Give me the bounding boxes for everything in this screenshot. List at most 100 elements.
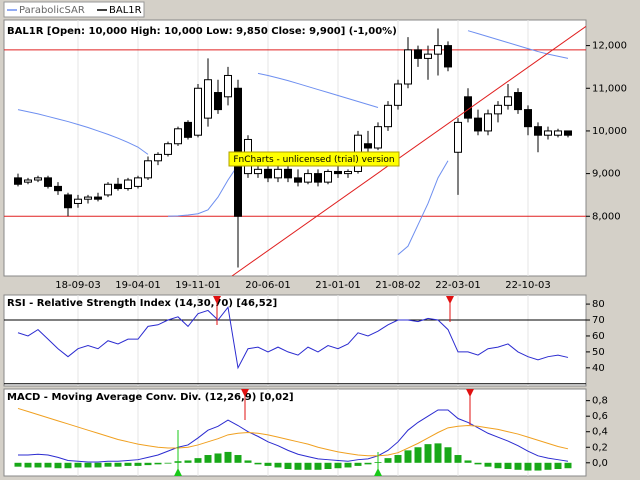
histogram-bar	[424, 444, 432, 463]
legend-label: ParabolicSAR	[19, 5, 85, 16]
rsi-line	[17, 306, 569, 370]
histogram-bar	[464, 460, 472, 463]
y-tick-label: 8,000	[592, 211, 621, 222]
candle-body	[194, 87, 202, 136]
candle-body	[124, 179, 132, 190]
candle-body	[374, 126, 382, 149]
candle-body	[534, 126, 542, 136]
histogram-bar	[34, 462, 42, 468]
candle-body	[524, 109, 532, 128]
histogram-bar	[14, 462, 22, 467]
y-tick-label: 40	[592, 363, 605, 374]
candle-body	[494, 104, 502, 115]
y-tick-label: 60	[592, 331, 605, 342]
y-tick-label: 50	[592, 347, 605, 358]
signal-marker	[446, 296, 454, 304]
candle-body	[474, 117, 482, 132]
sar-line	[167, 164, 239, 217]
histogram-bar	[414, 447, 422, 463]
histogram-bar	[134, 462, 142, 466]
candle-body	[484, 113, 492, 132]
candle-body	[104, 183, 112, 196]
signal-marker	[174, 468, 182, 476]
sar-line	[257, 72, 379, 108]
histogram-bar	[44, 462, 52, 468]
candle-body	[264, 168, 272, 179]
candle-body	[454, 121, 462, 153]
x-tick-label: 22-03-01	[435, 280, 480, 291]
x-tick-label: 18-09-03	[55, 280, 100, 291]
x-tick-label: 20-06-01	[245, 280, 290, 291]
histogram-bar	[554, 462, 562, 470]
watermark-box	[228, 151, 400, 167]
candle-body	[514, 92, 522, 111]
y-tick-label: 10,000	[592, 126, 627, 137]
panel-title: MACD - Moving Average Conv. Div. (12,26,…	[7, 392, 294, 403]
histogram-bar	[224, 451, 232, 463]
histogram-bar	[354, 462, 362, 466]
histogram-bar	[114, 462, 122, 467]
candle-body	[434, 45, 442, 55]
histogram-bar	[334, 462, 342, 469]
plot	[4, 295, 586, 386]
histogram-bar	[404, 450, 412, 463]
x-tick-label: 19-04-01	[115, 280, 160, 291]
histogram-bar	[434, 443, 442, 463]
histogram-bar	[344, 462, 352, 468]
signal-marker	[466, 389, 474, 397]
histogram-bar	[254, 462, 262, 465]
candle-body	[74, 198, 82, 204]
candle-body	[294, 177, 302, 183]
histogram-bar	[184, 460, 192, 463]
histogram-bar	[494, 462, 502, 469]
histogram-bar	[444, 447, 452, 463]
histogram-bar	[284, 462, 292, 470]
x-tick-label: 19-11-01	[175, 280, 220, 291]
y-tick-label: 0,6	[592, 411, 608, 422]
macd-line	[18, 409, 569, 463]
histogram-bar	[144, 462, 152, 466]
plot	[14, 389, 572, 476]
y-tick-label: 0,0	[592, 458, 608, 469]
histogram-bar	[504, 462, 512, 470]
histogram-bar	[484, 462, 492, 467]
x-tick-label: 21-01-01	[315, 280, 360, 291]
histogram-bar	[514, 462, 522, 470]
plot-area	[3, 294, 587, 387]
histogram-bar	[104, 462, 112, 467]
macd-line	[17, 407, 569, 457]
panel-title: RSI - Relative Strength Index (14,30,70)…	[7, 298, 277, 309]
y-tick-label: 12,000	[592, 41, 627, 52]
candle-body	[154, 153, 162, 162]
candle-body	[94, 196, 102, 200]
candle-body	[384, 104, 392, 128]
y-tick-label: 9,000	[592, 169, 621, 180]
candle-body	[134, 177, 142, 187]
candle-body	[114, 183, 122, 190]
candle-body	[444, 45, 452, 68]
histogram-bar	[54, 462, 62, 469]
signal-marker	[213, 296, 221, 304]
histogram-bar	[234, 455, 242, 463]
histogram-bar	[214, 453, 222, 463]
x-tick-label: 21-08-02	[375, 280, 420, 291]
candle-body	[44, 177, 52, 187]
sar-line	[17, 109, 149, 155]
candle-body	[24, 179, 32, 183]
candle-body	[144, 160, 152, 179]
histogram-bar	[194, 458, 202, 463]
candle-body	[254, 168, 262, 175]
signal-marker	[374, 468, 382, 476]
candle-body	[414, 49, 422, 59]
candle-body	[14, 177, 22, 185]
candle-body	[34, 177, 42, 181]
histogram-bar	[204, 455, 212, 463]
histogram-bar	[304, 462, 312, 470]
candle-body	[564, 130, 572, 136]
candle-body	[314, 173, 322, 183]
histogram-bar	[274, 462, 282, 468]
histogram-bar	[94, 462, 102, 468]
watermark: FnCharts - unlicensed (trial) version	[233, 155, 394, 165]
histogram-bar	[64, 462, 72, 469]
candle-body	[284, 168, 292, 179]
